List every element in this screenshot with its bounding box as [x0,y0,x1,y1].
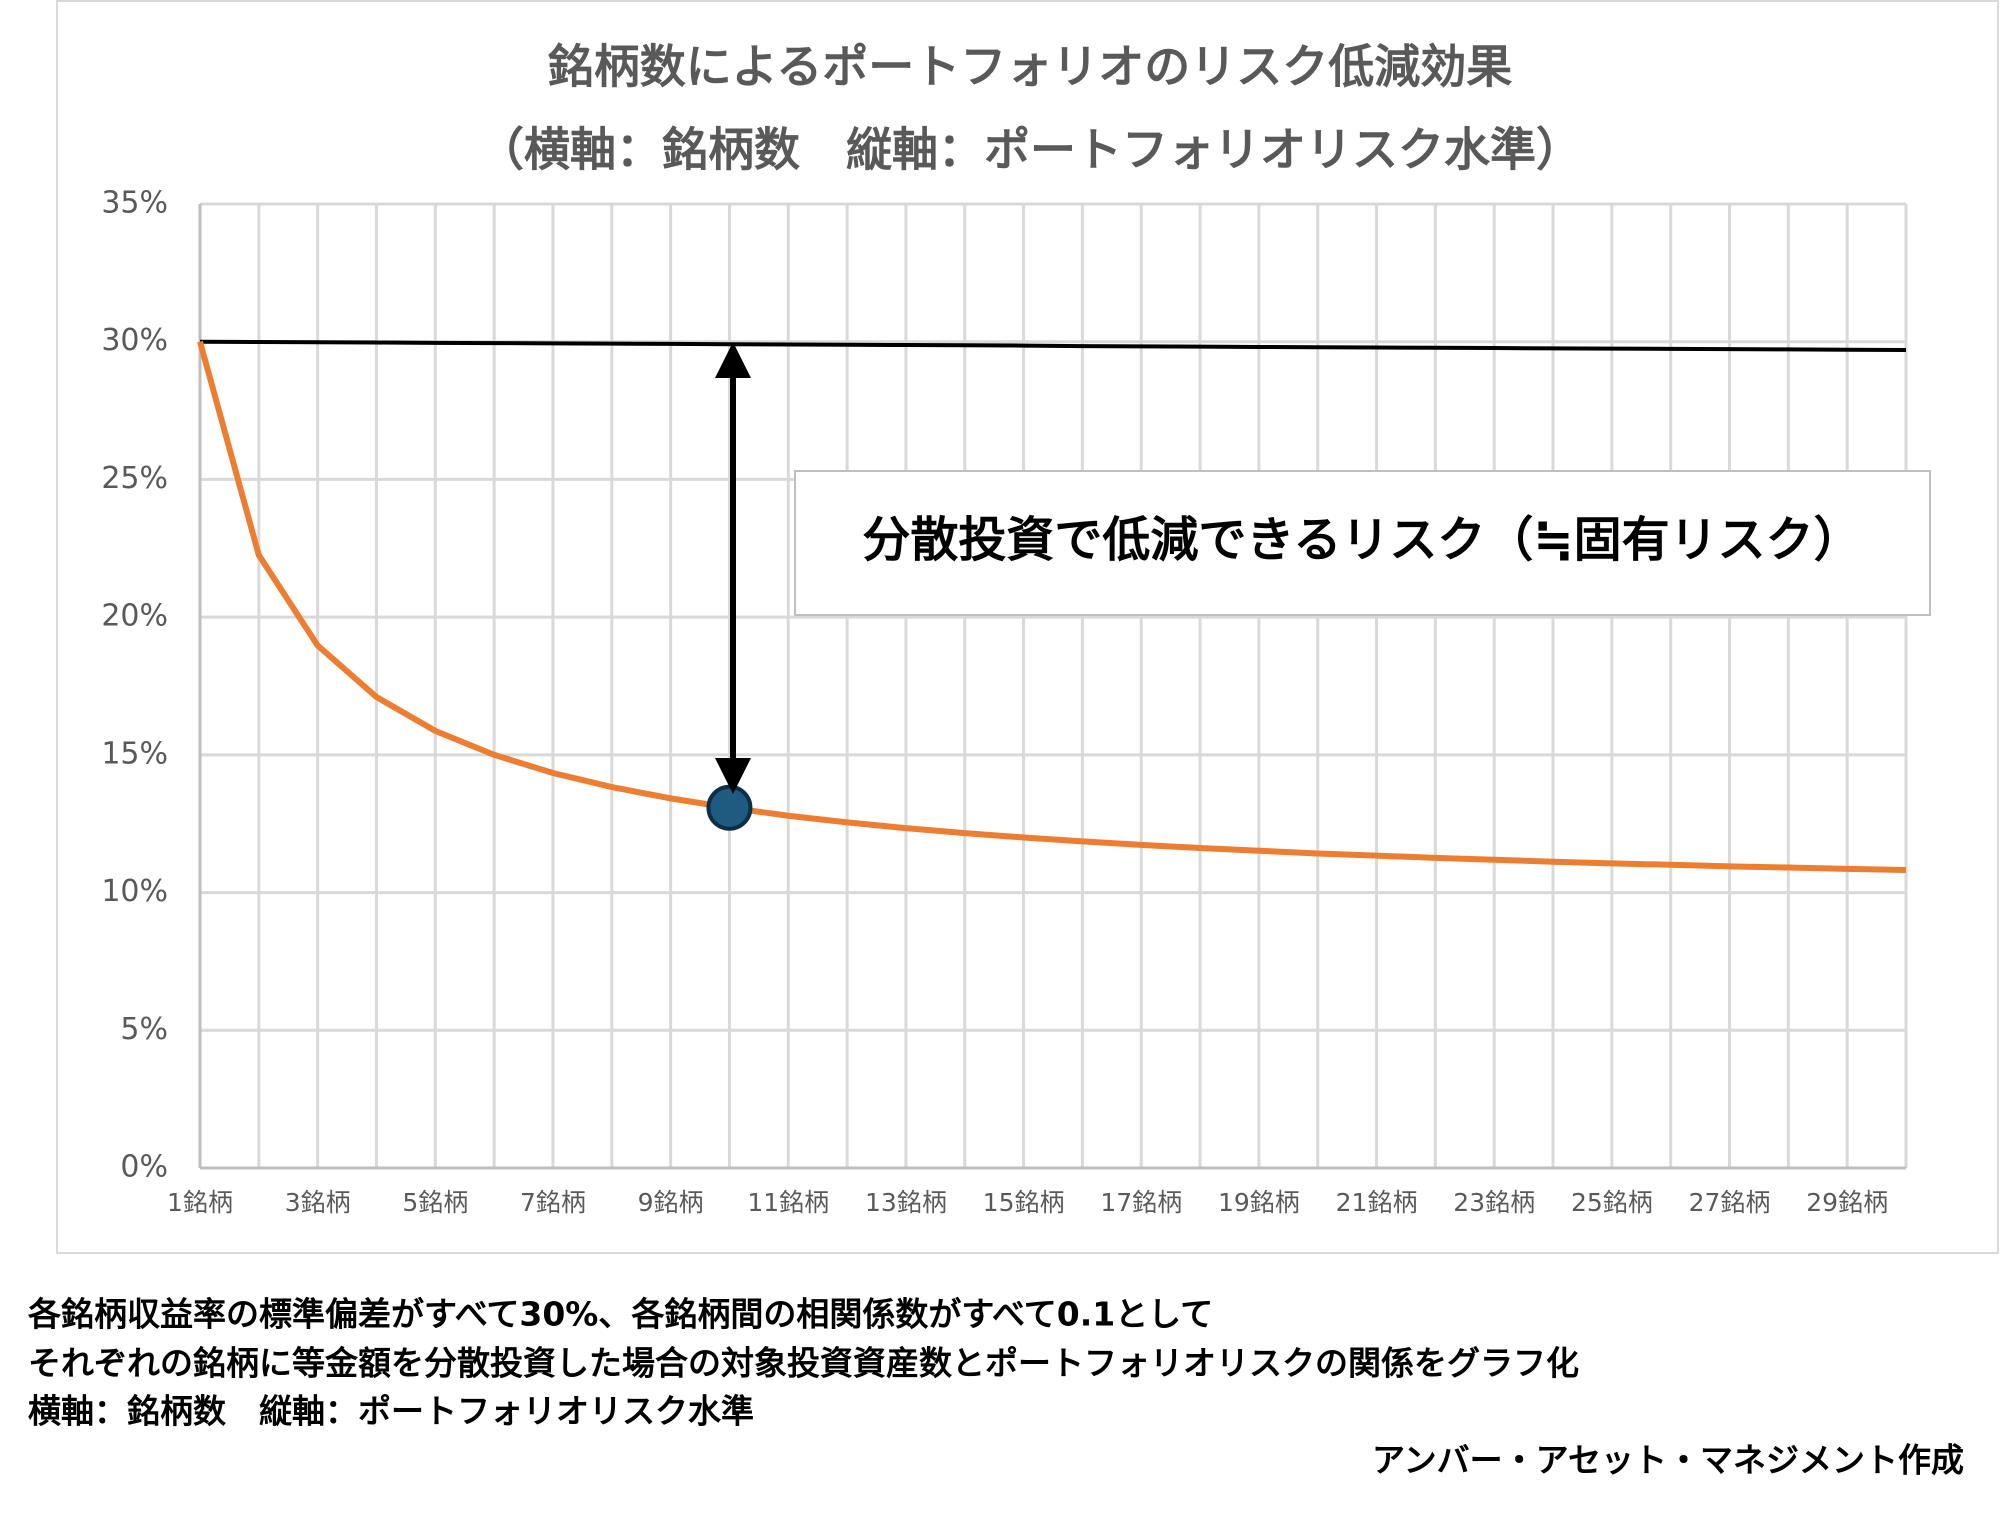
chart-frame [56,0,1999,1254]
y-tick-label: 20% [101,599,168,634]
credit: アンバー・アセット・マネジメント作成 [1372,1441,1964,1480]
chart-title: 銘柄数によるポートフォリオのリスク低減効果 [548,40,1513,94]
y-tick-label: 10% [101,874,168,909]
y-tick-label: 30% [101,323,168,358]
x-tick-label: 25銘柄 [1571,1188,1653,1217]
annotation: 分散投資で低減できるリスク（≒固有リスク） [862,512,1861,568]
note: 各銘柄収益率の標準偏差がすべて30%、各銘柄間の相関係数がすべて0.1として [27,1295,1213,1334]
y-tick-label: 15% [101,736,168,771]
x-tick-label: 29銘柄 [1806,1188,1888,1217]
grid [198,202,1908,1170]
marks [197,339,1907,873]
y-tick-label: 25% [101,461,168,496]
x-tick-label: 7銘柄 [520,1188,586,1217]
x-tick-label: 9銘柄 [638,1188,704,1217]
series-line [199,339,1907,352]
annotation-box [794,470,1931,616]
x-tick-label: 3銘柄 [285,1188,351,1217]
y-tick-label: 35% [101,186,168,221]
x-tick-label: 1銘柄 [167,1188,233,1217]
x-tick-label: 21銘柄 [1336,1188,1418,1217]
x-tick-label: 15銘柄 [983,1188,1065,1217]
note: それぞれの銘柄に等金額を分散投資した場合の対象投資資産数とポートフォリオリスクの… [28,1344,1579,1383]
x-tick-label: 11銘柄 [747,1188,829,1217]
chart-subtitle: （横軸：銘柄数 縦軸：ポートフォリオリスク水準） [478,123,1582,177]
x-tick-label: 19銘柄 [1218,1188,1300,1217]
y-tick-label: 0% [120,1150,168,1185]
x-tick-label: 17銘柄 [1100,1188,1182,1217]
series-line [197,340,1907,873]
x-tick-label: 5銘柄 [402,1188,468,1217]
note: 横軸：銘柄数 縦軸：ポートフォリオリスク水準 [28,1392,754,1431]
x-tick-label: 27銘柄 [1689,1188,1771,1217]
x-tick-label: 13銘柄 [865,1188,947,1217]
y-tick-label: 5% [120,1012,168,1047]
x-tick-label: 23銘柄 [1453,1188,1535,1217]
highlight-point [706,784,753,831]
